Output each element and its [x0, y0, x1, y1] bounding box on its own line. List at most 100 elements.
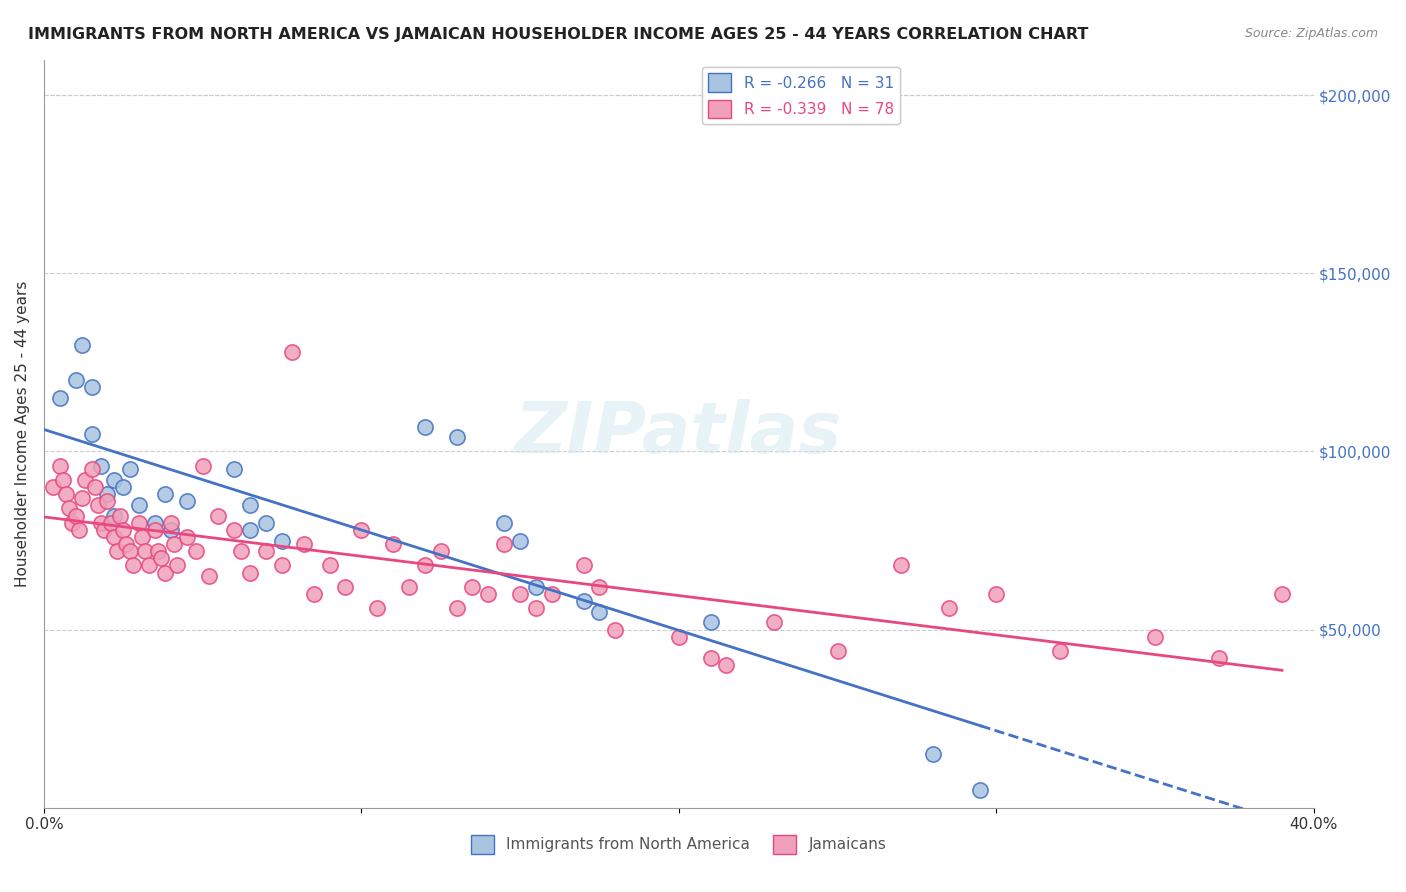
Point: [153, 566, 176, 580]
Point: [96, 494, 118, 508]
Point: [105, 544, 128, 558]
Point: [108, 508, 131, 523]
Point: [1049, 644, 1071, 658]
Point: [207, 508, 229, 523]
Point: [150, 551, 173, 566]
Point: [49, 458, 72, 473]
Point: [254, 516, 277, 530]
Point: [699, 615, 721, 630]
Point: [229, 544, 252, 558]
Point: [103, 473, 125, 487]
Point: [716, 658, 738, 673]
Point: [572, 558, 595, 573]
Point: [65, 373, 87, 387]
Point: [588, 605, 610, 619]
Point: [80, 426, 103, 441]
Point: [83, 480, 105, 494]
Point: [446, 430, 468, 444]
Point: [118, 462, 141, 476]
Point: [827, 644, 849, 658]
Point: [90, 516, 112, 530]
Point: [42, 480, 65, 494]
Point: [668, 630, 690, 644]
Point: [350, 523, 373, 537]
Point: [115, 537, 138, 551]
Point: [198, 569, 221, 583]
Point: [224, 462, 246, 476]
Point: [382, 537, 405, 551]
Legend: R = -0.266   N = 31, R = -0.339   N = 78: R = -0.266 N = 31, R = -0.339 N = 78: [702, 67, 900, 124]
Point: [70, 337, 93, 351]
Point: [413, 419, 436, 434]
Point: [75, 473, 97, 487]
Point: [509, 587, 531, 601]
Point: [153, 487, 176, 501]
Point: [67, 523, 90, 537]
Point: [186, 544, 208, 558]
Point: [58, 501, 80, 516]
Point: [509, 533, 531, 548]
Point: [176, 494, 198, 508]
Point: [572, 594, 595, 608]
Point: [271, 558, 294, 573]
Point: [143, 523, 166, 537]
Point: [103, 508, 125, 523]
Point: [160, 516, 183, 530]
Point: [128, 498, 150, 512]
Point: [1208, 651, 1230, 665]
Point: [494, 537, 516, 551]
Point: [413, 558, 436, 573]
Point: [588, 580, 610, 594]
Point: [429, 544, 451, 558]
Point: [128, 516, 150, 530]
Point: [239, 523, 262, 537]
Point: [163, 537, 186, 551]
Point: [524, 580, 547, 594]
Point: [239, 498, 262, 512]
Point: [118, 544, 141, 558]
Point: [100, 516, 122, 530]
Point: [605, 623, 627, 637]
Point: [890, 558, 912, 573]
Point: [494, 516, 516, 530]
Point: [271, 533, 294, 548]
Point: [52, 473, 75, 487]
Point: [524, 601, 547, 615]
Point: [176, 530, 198, 544]
Point: [302, 587, 325, 601]
Point: [143, 516, 166, 530]
Text: Source: ZipAtlas.com: Source: ZipAtlas.com: [1244, 27, 1378, 40]
Point: [148, 544, 170, 558]
Point: [477, 587, 499, 601]
Point: [87, 498, 110, 512]
Point: [138, 558, 160, 573]
Point: [366, 601, 388, 615]
Point: [1271, 587, 1294, 601]
Point: [96, 487, 118, 501]
Point: [921, 747, 943, 762]
Point: [93, 523, 115, 537]
Text: ZIPatlas: ZIPatlas: [515, 399, 842, 468]
Point: [160, 523, 183, 537]
Point: [80, 380, 103, 394]
Point: [292, 537, 315, 551]
Point: [318, 558, 340, 573]
Point: [80, 462, 103, 476]
Point: [446, 601, 468, 615]
Point: [191, 458, 214, 473]
Point: [1144, 630, 1167, 644]
Point: [335, 580, 357, 594]
Point: [540, 587, 562, 601]
Text: IMMIGRANTS FROM NORTH AMERICA VS JAMAICAN HOUSEHOLDER INCOME AGES 25 - 44 YEARS : IMMIGRANTS FROM NORTH AMERICA VS JAMAICA…: [28, 27, 1088, 42]
Point: [90, 458, 112, 473]
Point: [969, 783, 991, 797]
Point: [239, 566, 262, 580]
Point: [121, 558, 143, 573]
Point: [65, 508, 87, 523]
Point: [112, 523, 135, 537]
Point: [398, 580, 420, 594]
Point: [763, 615, 786, 630]
Point: [938, 601, 960, 615]
Point: [280, 344, 302, 359]
Point: [131, 530, 153, 544]
